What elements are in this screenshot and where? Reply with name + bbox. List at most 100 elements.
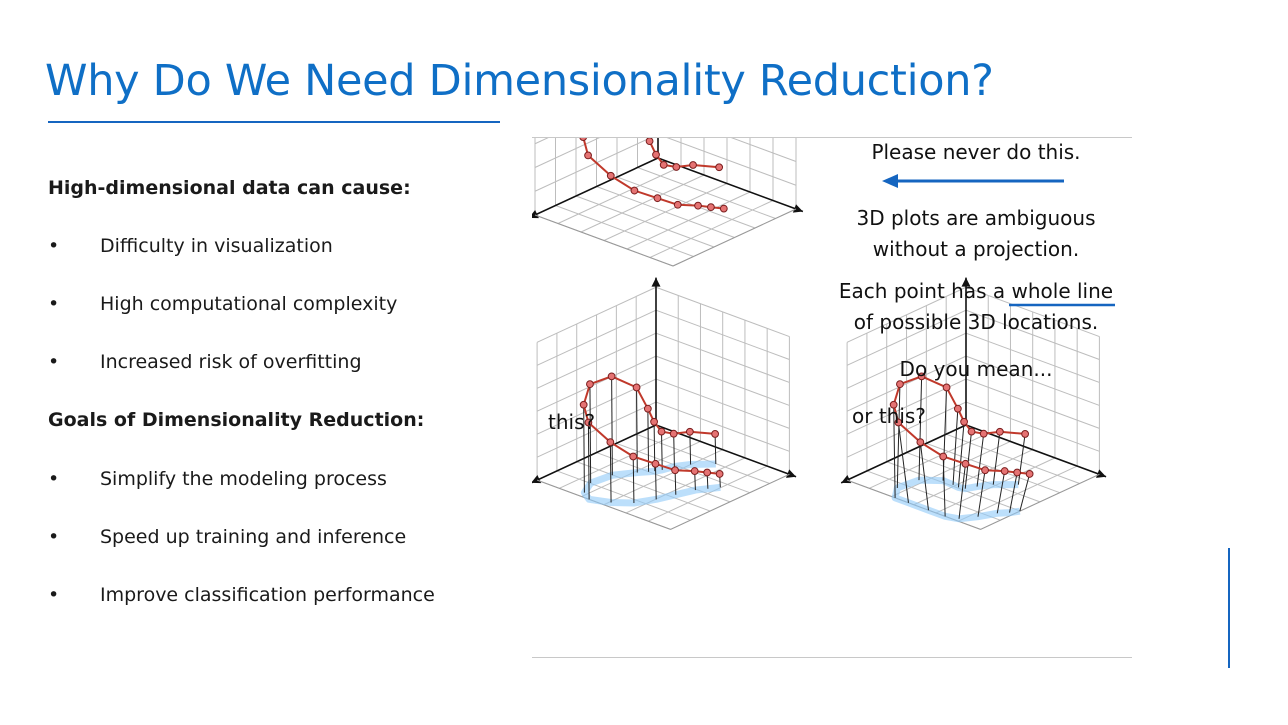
curve-point — [690, 467, 699, 475]
grid-line — [965, 309, 1100, 360]
drop-line — [673, 433, 675, 467]
title-underline — [48, 121, 500, 123]
curve-point — [672, 163, 681, 171]
curve-point — [917, 372, 926, 381]
curve-point — [659, 160, 668, 169]
curve-point — [685, 427, 694, 436]
drop-line — [942, 456, 946, 517]
curve-point — [707, 203, 715, 212]
grid-line — [846, 286, 967, 343]
drop-line — [992, 431, 1001, 485]
grid-line — [649, 200, 774, 258]
caption-each-point-prefix: Each point has a — [839, 279, 1012, 303]
curve-point — [939, 452, 948, 461]
drop-line — [996, 470, 1006, 514]
grid-line — [648, 465, 768, 522]
grid-line — [555, 205, 694, 257]
axis-line — [532, 424, 657, 484]
bullet-dot-icon: • — [48, 235, 60, 257]
drop-line — [589, 384, 592, 484]
grid-line — [626, 191, 751, 250]
drop-line — [1019, 473, 1031, 512]
bullet-dot-icon: • — [48, 584, 60, 606]
curve-point — [703, 468, 712, 477]
plot-3d-original — [532, 138, 804, 267]
curve-point — [715, 163, 724, 172]
axis-arrow-icon — [651, 277, 661, 287]
drop-line — [977, 470, 986, 517]
curve-point — [719, 204, 728, 213]
curve-point — [1021, 430, 1030, 438]
drop-line — [583, 404, 585, 493]
drop-line — [964, 431, 973, 489]
axis-arrow-icon — [961, 277, 971, 287]
floor-edge — [534, 214, 674, 267]
curve-point — [1013, 468, 1022, 477]
axis-arrow-icon — [786, 469, 797, 478]
grid-line — [846, 309, 967, 366]
curve-point — [711, 430, 720, 438]
floor-edge — [980, 473, 1100, 530]
section-heading-goals: Goals of Dimensionality Reduction: — [48, 409, 425, 431]
drop-line — [674, 470, 677, 495]
slide-title: Why Do We Need Dimensionality Reduction? — [45, 56, 994, 106]
bullet-text: Simplify the modeling process — [100, 468, 387, 490]
drop-line — [897, 422, 909, 503]
floor-projection-shadow — [891, 476, 1021, 523]
curve-point — [629, 452, 638, 461]
bullet-text: Improve classification performance — [100, 584, 435, 606]
curve-point — [584, 151, 592, 160]
curve-point — [689, 161, 697, 169]
drop-line — [654, 463, 657, 500]
curve-point — [671, 466, 679, 475]
drop-line — [587, 422, 590, 500]
drop-line — [952, 408, 959, 485]
curve-point — [653, 194, 662, 203]
curve-point — [645, 138, 654, 146]
bullet-text: Increased risk of overfitting — [100, 351, 362, 373]
drop-line — [1009, 472, 1018, 513]
drop-line — [976, 433, 985, 487]
curve-point — [606, 171, 615, 180]
curve-point — [960, 417, 968, 426]
grid-line — [575, 195, 715, 248]
grid-line — [958, 465, 1078, 522]
drop-line — [957, 421, 965, 488]
drop-line — [636, 387, 638, 473]
curve-point — [632, 383, 641, 392]
curve-point — [652, 150, 660, 159]
curve-point — [981, 466, 989, 475]
curve-point — [643, 404, 652, 413]
label-or-this: or this? — [852, 404, 926, 428]
projection-ambiguity-figure: Please never do this. 3D plots are ambig… — [532, 138, 1115, 530]
axis-arrow-icon — [792, 204, 803, 213]
axis-line — [532, 157, 659, 218]
axis-line — [840, 424, 967, 484]
floor-edge — [670, 473, 790, 530]
curve-point — [961, 459, 970, 468]
curve-point — [584, 418, 593, 427]
curve-point — [979, 429, 988, 438]
accent-vertical-rule — [1228, 548, 1230, 668]
grid-line — [536, 309, 657, 366]
axis-arrow-icon — [1096, 469, 1107, 478]
figure-frame-bottom — [532, 657, 1132, 658]
drop-line — [632, 456, 635, 504]
section-heading-problems: High-dimensional data can cause: — [48, 177, 411, 199]
curve-point — [630, 186, 639, 195]
curve-point — [650, 417, 658, 426]
curve-point — [651, 459, 660, 468]
drop-line — [661, 431, 663, 470]
plot-3d-interpretation-this — [532, 277, 797, 530]
curve-point — [579, 400, 588, 409]
label-this: this? — [548, 410, 595, 434]
caption-each-point-line1: Each point has a whole line — [839, 279, 1113, 303]
curve-point — [1000, 467, 1009, 475]
caption-ambiguous-line2: without a projection. — [873, 237, 1079, 261]
curve-point — [953, 404, 962, 413]
curve-point — [607, 372, 616, 381]
curve-point — [896, 380, 904, 389]
caption-never: Please never do this. — [871, 140, 1080, 164]
grid-line — [965, 286, 1100, 338]
floor-projection-shadow — [580, 460, 721, 507]
